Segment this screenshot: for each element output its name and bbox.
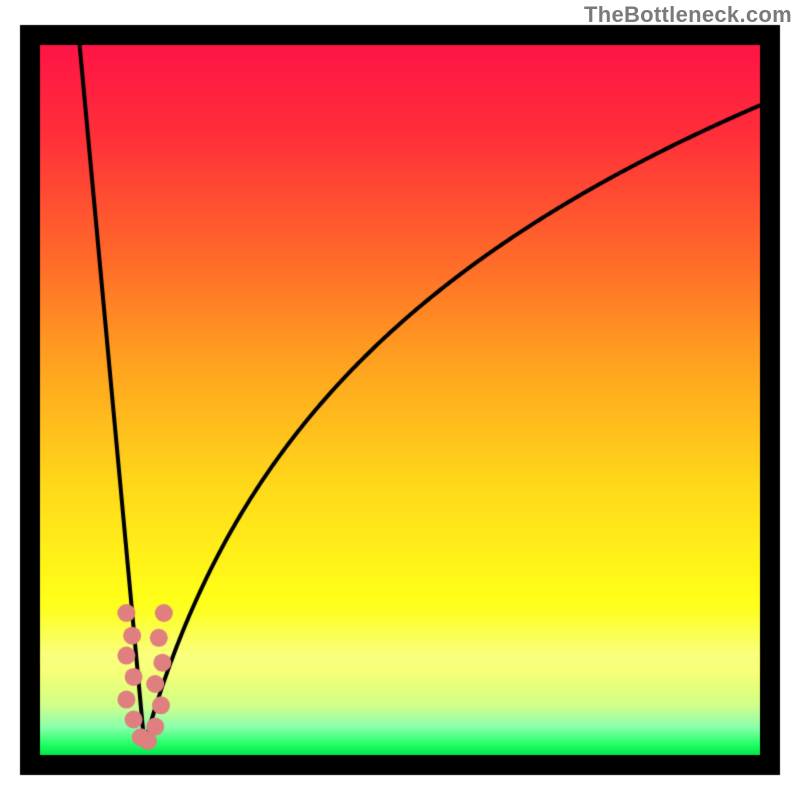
chart-root: TheBottleneck.com <box>0 0 800 800</box>
chart-canvas <box>0 0 800 800</box>
watermark-text: TheBottleneck.com <box>584 2 792 28</box>
